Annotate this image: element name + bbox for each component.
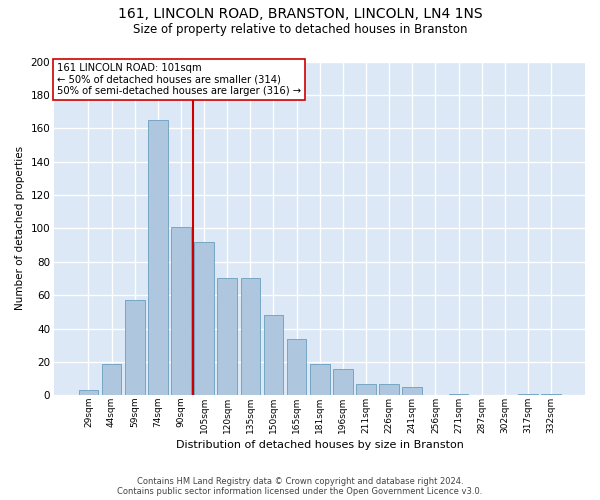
- Text: 161 LINCOLN ROAD: 101sqm
← 50% of detached houses are smaller (314)
50% of semi-: 161 LINCOLN ROAD: 101sqm ← 50% of detach…: [57, 63, 301, 96]
- X-axis label: Distribution of detached houses by size in Branston: Distribution of detached houses by size …: [176, 440, 464, 450]
- Bar: [171, 226, 191, 396]
- Bar: [541, 394, 561, 396]
- Bar: [148, 120, 167, 396]
- Bar: [310, 364, 329, 396]
- Bar: [403, 387, 422, 396]
- Bar: [333, 368, 353, 396]
- Bar: [287, 338, 307, 396]
- Bar: [125, 300, 145, 396]
- Bar: [217, 278, 237, 396]
- Bar: [449, 394, 469, 396]
- Bar: [263, 315, 283, 396]
- Y-axis label: Number of detached properties: Number of detached properties: [15, 146, 25, 310]
- Bar: [356, 384, 376, 396]
- Bar: [379, 384, 399, 396]
- Bar: [241, 278, 260, 396]
- Bar: [102, 364, 121, 396]
- Text: Contains HM Land Registry data © Crown copyright and database right 2024.
Contai: Contains HM Land Registry data © Crown c…: [118, 476, 482, 496]
- Bar: [194, 242, 214, 396]
- Text: Size of property relative to detached houses in Branston: Size of property relative to detached ho…: [133, 22, 467, 36]
- Bar: [518, 394, 538, 396]
- Bar: [79, 390, 98, 396]
- Text: 161, LINCOLN ROAD, BRANSTON, LINCOLN, LN4 1NS: 161, LINCOLN ROAD, BRANSTON, LINCOLN, LN…: [118, 8, 482, 22]
